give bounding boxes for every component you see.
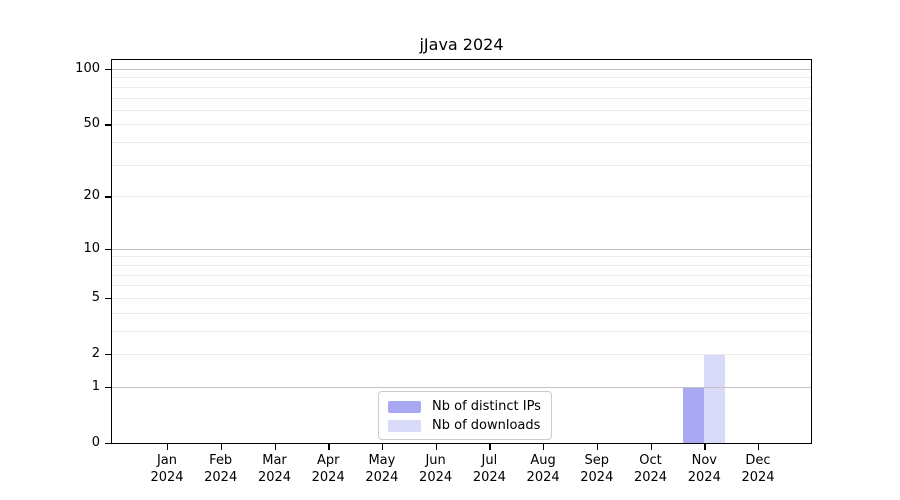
x-axis-tick-label-line: 2024: [204, 470, 238, 485]
plot-area: 0 1 2 5 10 20 50 100 Jan 2024 Feb 2024 Mar 2024 Apr 202…: [75, 59, 812, 485]
x-axis-tick-label-line: 2024: [526, 470, 560, 485]
x-axis-tick-label-line: 2024: [687, 470, 721, 485]
y-axis-tick: [105, 297, 112, 300]
major-gridline: [112, 69, 811, 70]
x-axis-tick: [381, 443, 384, 450]
x-axis-tick-label: Aug 2024: [511, 452, 575, 486]
y-axis-tick: [105, 354, 112, 356]
y-axis-tick: [105, 443, 112, 445]
legend-item: Nb of downloads: [379, 416, 551, 435]
x-axis-tick-label-line: May: [368, 453, 396, 468]
x-axis-tick: [167, 443, 169, 450]
x-axis-tick-label: Jan 2024: [135, 452, 199, 486]
y-axis-tick-label: 100: [75, 61, 100, 76]
x-axis-tick: [543, 443, 545, 450]
x-axis-tick-label-line: Jul: [481, 453, 498, 468]
minor-gridline: [112, 77, 811, 79]
y-axis-tick-label: 20: [83, 188, 100, 204]
minor-gridline: [112, 196, 811, 198]
minor-gridline: [112, 264, 811, 266]
x-axis-tick: [328, 443, 330, 450]
legend-label: Nb of distinct IPs: [432, 399, 541, 414]
y-axis-tick: [105, 386, 112, 389]
x-axis-tick-label-line: Mar: [262, 453, 287, 468]
x-axis-tick-label: Apr 2024: [296, 452, 360, 486]
x-axis-tick-label-line: 2024: [311, 470, 345, 485]
x-axis-tick: [758, 443, 760, 450]
legend-label: Nb of downloads: [432, 418, 541, 433]
x-axis-tick: [650, 443, 652, 450]
y-axis-tick-label: 2: [91, 346, 100, 361]
x-axis-tick: [274, 443, 276, 450]
minor-gridline: [112, 330, 811, 332]
minor-gridline: [112, 312, 811, 314]
legend-swatch: [388, 419, 421, 432]
x-axis-tick-label: Nov 2024: [672, 452, 736, 486]
x-axis-tick-label-line: Oct: [639, 453, 662, 468]
x-axis-tick-label: May 2024: [350, 452, 414, 486]
legend-item: Nb of distinct IPs: [379, 397, 551, 416]
x-axis-tick-label: Feb 2024: [189, 452, 253, 486]
minor-gridline: [112, 354, 811, 355]
x-axis-tick-label-line: 2024: [741, 470, 775, 485]
x-axis-tick-label: Jul 2024: [457, 452, 521, 486]
y-axis-tick-label: 10: [83, 240, 100, 256]
major-gridline: [112, 248, 811, 250]
y-axis-tick-label: 5: [91, 289, 100, 305]
x-axis-tick: [489, 443, 491, 450]
x-axis-tick-label: Sep 2024: [565, 452, 629, 486]
chart-title: jJava 2024: [419, 35, 504, 54]
x-axis-tick-label-line: Sep: [584, 453, 610, 468]
y-axis-tick: [105, 196, 112, 198]
x-axis-tick-label-line: Jan: [156, 453, 178, 468]
x-axis-tick-label-line: 2024: [257, 470, 292, 485]
x-axis-tick-label-line: 2024: [150, 470, 184, 485]
x-axis-tick-label-line: 2024: [419, 470, 453, 485]
x-axis-tick: [704, 443, 706, 450]
minor-gridline: [112, 164, 811, 166]
legend-swatch: [388, 400, 421, 413]
y-axis-tick-label: 50: [83, 116, 100, 132]
minor-gridline: [112, 285, 811, 287]
minor-gridline: [112, 256, 811, 258]
x-axis-tick-label-line: Aug: [530, 453, 556, 468]
minor-gridline: [112, 274, 811, 276]
y-axis-tick: [105, 248, 112, 251]
x-axis-tick-label: Mar 2024: [243, 452, 307, 486]
x-axis-tick-label-line: 2024: [633, 470, 668, 485]
y-axis-tick-label: 1: [91, 378, 100, 394]
y-axis-tick-label: 0: [91, 435, 100, 450]
x-axis-tick-label: Dec 2024: [726, 452, 790, 486]
minor-gridline: [112, 124, 811, 126]
x-axis-tick-label: Jun 2024: [404, 452, 468, 486]
minor-gridline: [112, 109, 811, 111]
bar-downloads: [704, 354, 726, 443]
legend: Nb of distinct IPs Nb of downloads: [378, 391, 552, 440]
x-axis-tick-label: Oct 2024: [619, 452, 683, 486]
x-axis-tick: [596, 443, 599, 450]
x-axis-tick: [435, 443, 437, 450]
x-axis-tick-label-line: Apr: [316, 453, 340, 468]
x-axis-tick-label-line: 2024: [365, 470, 399, 485]
minor-gridline: [112, 86, 811, 88]
minor-gridline: [112, 142, 811, 144]
x-axis-tick-label-line: Dec: [745, 453, 771, 468]
major-gridline: [112, 386, 811, 388]
minor-gridline: [112, 297, 811, 299]
x-axis-tick-label-line: 2024: [580, 470, 614, 485]
x-axis-tick-label-line: Jun: [425, 453, 446, 468]
x-axis-tick-label-line: Nov: [691, 453, 717, 468]
x-axis-tick-label-line: 2024: [472, 470, 506, 485]
minor-gridline: [112, 97, 811, 99]
bar-distinct-ips: [683, 386, 705, 443]
y-axis-tick: [105, 69, 112, 71]
x-axis-tick: [220, 443, 223, 450]
y-axis-tick: [105, 124, 112, 126]
x-axis-tick-label-line: Feb: [209, 453, 233, 468]
